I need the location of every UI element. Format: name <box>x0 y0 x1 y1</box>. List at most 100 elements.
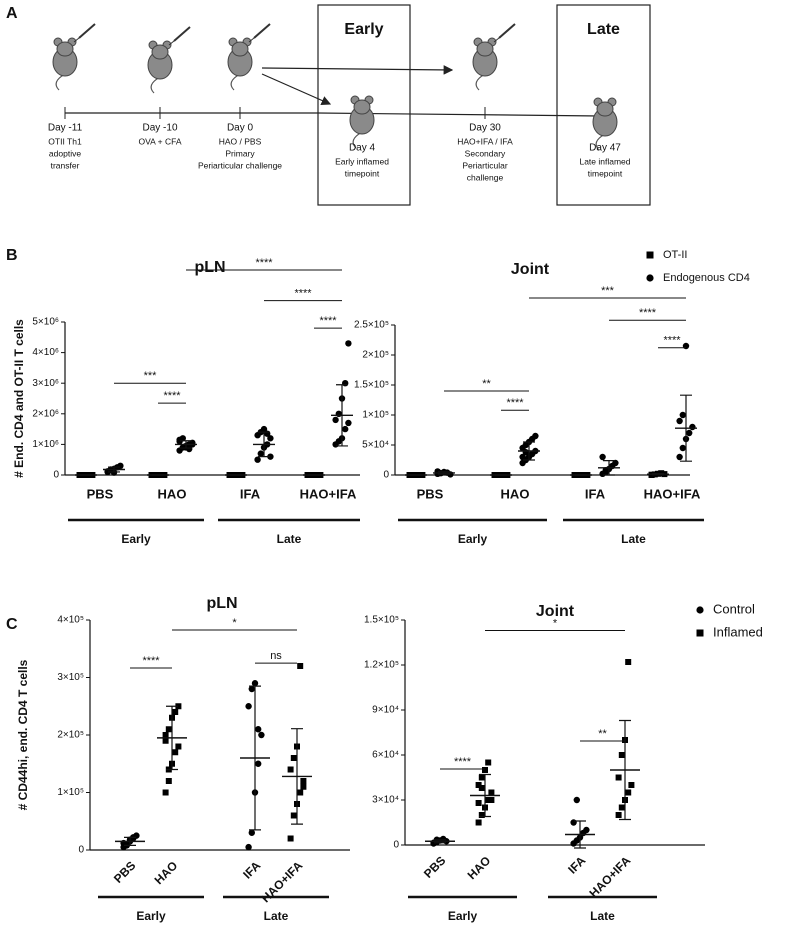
significance-label: ** <box>482 378 491 390</box>
event-note: OVA + CFA <box>138 136 181 146</box>
point <box>290 755 297 761</box>
timepoint-box <box>317 4 411 206</box>
point <box>254 456 261 463</box>
point <box>267 453 274 460</box>
point <box>679 411 686 419</box>
group-label: Early <box>448 909 478 923</box>
point <box>478 785 485 791</box>
y-tick-label: 5×10⁴ <box>362 440 389 451</box>
y-tick-label: 6×10⁴ <box>372 750 399 761</box>
event-note: Periarticular challenge <box>198 160 282 170</box>
event-note: Early inflamed <box>335 156 389 166</box>
group-label: Late <box>590 909 615 923</box>
panel-letter: B <box>6 247 18 264</box>
event-note: adoptive <box>49 148 81 158</box>
significance-label: **** <box>163 390 181 402</box>
error-bar <box>680 394 692 462</box>
legend-label: Control <box>713 601 755 616</box>
group-label: Late <box>277 532 302 546</box>
point <box>332 416 339 424</box>
point <box>300 783 307 790</box>
point <box>172 709 179 715</box>
x-tick-label: HAO+IFA <box>586 853 633 900</box>
event-day: Day -10 <box>142 123 177 134</box>
point <box>583 826 590 834</box>
error-bar <box>523 441 535 461</box>
point <box>478 812 485 818</box>
point <box>172 749 179 756</box>
x-tick-label: HAO <box>158 486 187 501</box>
point <box>287 835 294 842</box>
error-bar <box>166 705 178 771</box>
point <box>255 760 262 767</box>
point <box>297 789 304 796</box>
chart-title: Joint <box>511 261 550 278</box>
point <box>165 778 172 784</box>
event-note: challenge <box>467 172 504 182</box>
error-bar <box>258 431 270 458</box>
point <box>618 752 625 758</box>
point <box>342 380 349 387</box>
point <box>287 766 294 773</box>
mouse-head <box>476 41 494 57</box>
mouse-head <box>151 44 169 60</box>
x-tick-label: HAO+IFA <box>300 486 357 501</box>
syringe <box>253 23 271 39</box>
timepoint-box <box>556 4 651 206</box>
point <box>615 812 622 818</box>
point <box>522 449 529 456</box>
point <box>110 469 118 476</box>
y-tick-label: 0 <box>53 470 59 481</box>
event-day: Day 47 <box>589 143 621 154</box>
x-tick-label: HAO <box>501 486 530 501</box>
point <box>175 743 182 750</box>
event-note: Periarticular <box>462 160 508 170</box>
error-bar <box>124 836 136 846</box>
point <box>264 430 271 437</box>
y-tick-label: 1.5×10⁵ <box>354 380 389 391</box>
x-tick-label: IFA <box>585 486 606 501</box>
significance-label: **** <box>294 287 312 299</box>
point <box>475 782 482 788</box>
point <box>345 340 352 347</box>
point <box>335 410 342 417</box>
arrow <box>261 73 332 106</box>
y-tick-label: 0 <box>78 845 84 856</box>
legend-marker <box>696 629 704 637</box>
y-tick-label: 1.2×10⁵ <box>364 660 399 671</box>
event-day: Day 4 <box>349 143 376 154</box>
event-note: timepoint <box>345 168 380 178</box>
legend-marker <box>646 274 654 282</box>
y-tick-label: 2×10⁶ <box>32 408 59 419</box>
point <box>267 435 274 442</box>
event-note: timepoint <box>588 168 623 178</box>
point <box>482 767 488 773</box>
event-note: HAO+IFA / IFA <box>457 136 513 146</box>
error-bar <box>479 773 491 818</box>
syringe-needle <box>73 37 80 43</box>
point <box>165 726 172 733</box>
error-bar <box>108 466 120 473</box>
y-tick-label: 0 <box>383 470 389 481</box>
point <box>260 425 268 433</box>
timepoint-title: Late <box>587 21 620 38</box>
point <box>258 731 265 739</box>
group-label: Late <box>264 909 289 923</box>
event-note: OTII Th1 <box>48 136 82 146</box>
event-note: Late inflamed <box>579 156 630 166</box>
point <box>257 450 264 457</box>
y-tick-label: 1×10⁵ <box>362 410 389 421</box>
mouse-head <box>231 41 249 57</box>
error-bar <box>652 473 664 476</box>
legend-label: Endogenous CD4 <box>663 272 750 284</box>
arrow <box>261 65 454 75</box>
y-tick-label: 2×10⁵ <box>362 350 389 361</box>
syringe <box>498 23 516 39</box>
error-bar <box>619 719 631 821</box>
error-bar <box>249 685 261 831</box>
point <box>162 789 169 796</box>
point <box>570 819 577 826</box>
y-tick-label: 3×10⁵ <box>57 672 84 683</box>
